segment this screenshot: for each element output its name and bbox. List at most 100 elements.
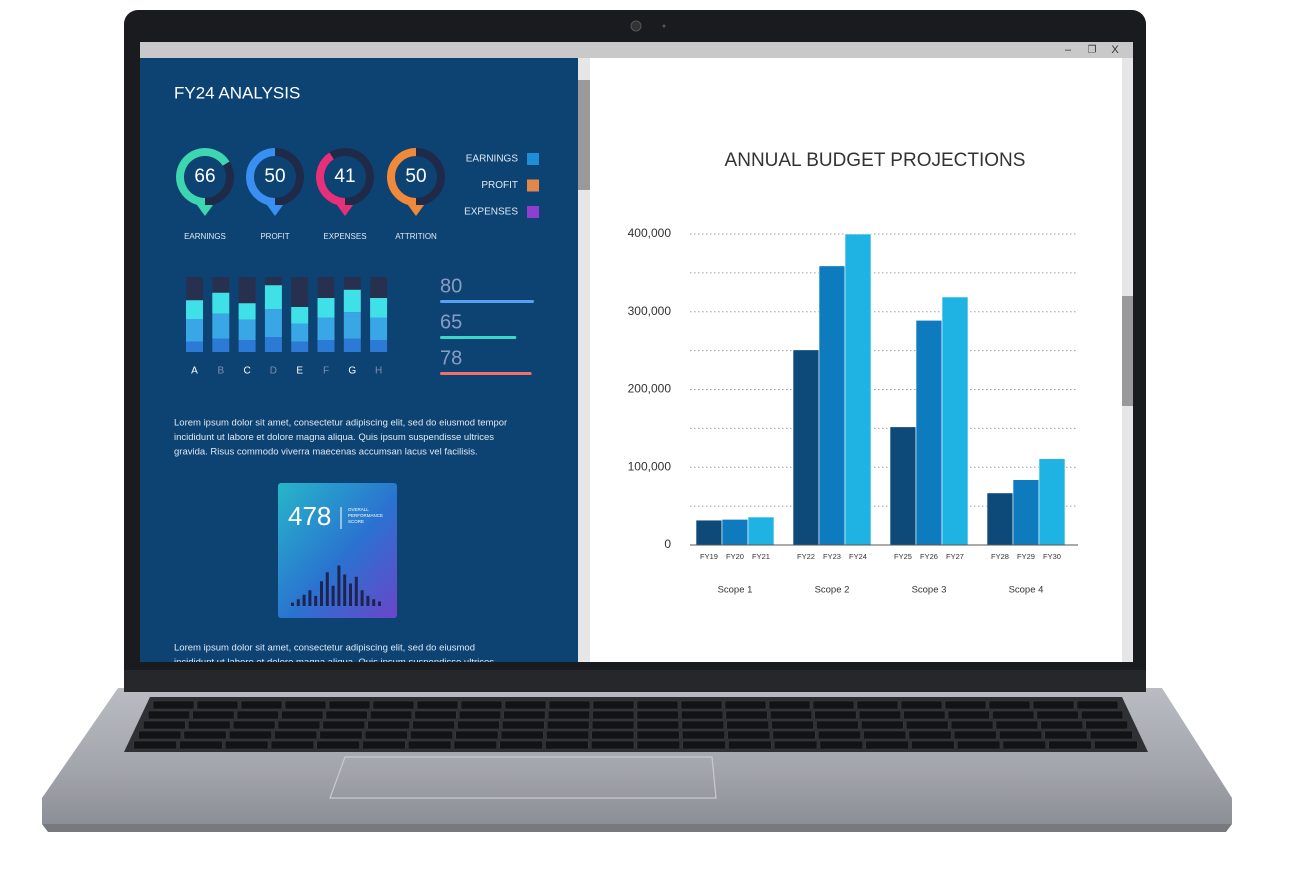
- key: [372, 700, 415, 710]
- key: [459, 710, 501, 720]
- key: [545, 740, 589, 750]
- key: [322, 720, 366, 730]
- spark-bar: [349, 583, 352, 606]
- spark-bar: [320, 581, 323, 606]
- gauge-value: 66: [194, 166, 215, 187]
- x-tick-label: FY21: [752, 552, 770, 561]
- x-tick-label: FY20: [726, 552, 744, 561]
- scrollbar-thumb[interactable]: [1122, 296, 1133, 406]
- group-label: Scope 2: [815, 585, 850, 596]
- key: [410, 730, 454, 740]
- key: [636, 720, 680, 730]
- x-tick-label: FY26: [920, 552, 938, 561]
- key: [319, 730, 363, 740]
- key: [236, 710, 279, 720]
- key: [636, 700, 679, 710]
- key: [133, 740, 177, 750]
- key: [228, 730, 272, 740]
- bar-category: F: [323, 366, 329, 377]
- bar: [986, 492, 1014, 546]
- title-bar: [140, 42, 1133, 58]
- spark-bar: [302, 594, 306, 606]
- gauge-arc: [387, 148, 417, 206]
- minimize-button[interactable]: –: [1065, 44, 1072, 56]
- spark-bar: [343, 574, 347, 606]
- key: [316, 740, 360, 750]
- spark-bar: [308, 590, 312, 606]
- x-tick-label: FY25: [894, 552, 912, 561]
- legend-label: EARNINGS: [466, 154, 519, 165]
- key: [138, 730, 182, 740]
- key: [861, 720, 904, 730]
- key: [947, 710, 990, 720]
- key: [768, 700, 811, 710]
- key: [817, 730, 861, 740]
- close-button[interactable]: X: [1111, 44, 1119, 56]
- hinge: [124, 670, 1146, 692]
- key: [636, 740, 680, 750]
- x-tick-label: FY24: [849, 552, 867, 561]
- bar-segment: [212, 338, 230, 352]
- bar-segment: [343, 312, 361, 339]
- key: [188, 720, 231, 730]
- key: [232, 720, 276, 730]
- spark-bar: [291, 602, 294, 606]
- key: [636, 710, 679, 720]
- legend-swatch: [527, 153, 539, 165]
- scrollbar-thumb[interactable]: [578, 80, 590, 190]
- gauge-value: 41: [334, 166, 355, 187]
- key: [364, 730, 408, 740]
- key: [502, 720, 545, 730]
- bar-segment: [370, 340, 388, 352]
- key: [362, 740, 406, 750]
- score-card: [278, 483, 397, 618]
- x-tick-label: FY28: [991, 552, 1009, 561]
- bar: [941, 296, 969, 546]
- bar: [1038, 458, 1066, 546]
- key: [367, 720, 410, 730]
- key: [995, 720, 1039, 730]
- key: [147, 710, 190, 720]
- key: [1048, 740, 1092, 750]
- key: [192, 710, 235, 720]
- progress-value: 65: [440, 311, 462, 333]
- bar-segment: [238, 340, 256, 352]
- y-tick-label: 100,000: [628, 459, 672, 473]
- x-tick-label: FY27: [946, 552, 964, 561]
- key: [592, 700, 635, 710]
- bar-category: A: [191, 366, 198, 377]
- key: [591, 730, 635, 740]
- key: [814, 710, 857, 720]
- key: [416, 700, 459, 710]
- bar-category: E: [296, 366, 303, 377]
- restore-button[interactable]: ❐: [1088, 45, 1097, 56]
- key: [548, 700, 591, 710]
- score-value: 478: [288, 501, 331, 531]
- group-label: Scope 1: [718, 585, 753, 596]
- bar-segment: [370, 317, 388, 340]
- key: [284, 700, 327, 710]
- x-tick-label: FY29: [1017, 552, 1035, 561]
- gauge-label: EARNINGS: [184, 232, 226, 241]
- key: [504, 700, 547, 710]
- key: [816, 720, 859, 730]
- key: [325, 710, 368, 720]
- gauge-label: PROFIT: [260, 232, 289, 241]
- key: [547, 720, 590, 730]
- bar-segment: [317, 317, 335, 340]
- bar-segment: [212, 313, 230, 339]
- progress-bar: [440, 300, 534, 303]
- key: [270, 740, 315, 750]
- spark-bar: [331, 585, 335, 606]
- key: [988, 700, 1031, 710]
- key: [455, 730, 499, 740]
- bar-segment: [212, 292, 230, 314]
- key: [856, 700, 899, 710]
- webcam: [630, 20, 642, 32]
- scrollbar-track: [578, 58, 590, 662]
- legend-swatch: [527, 206, 539, 218]
- key: [546, 730, 589, 740]
- key: [900, 700, 943, 710]
- key: [414, 710, 457, 720]
